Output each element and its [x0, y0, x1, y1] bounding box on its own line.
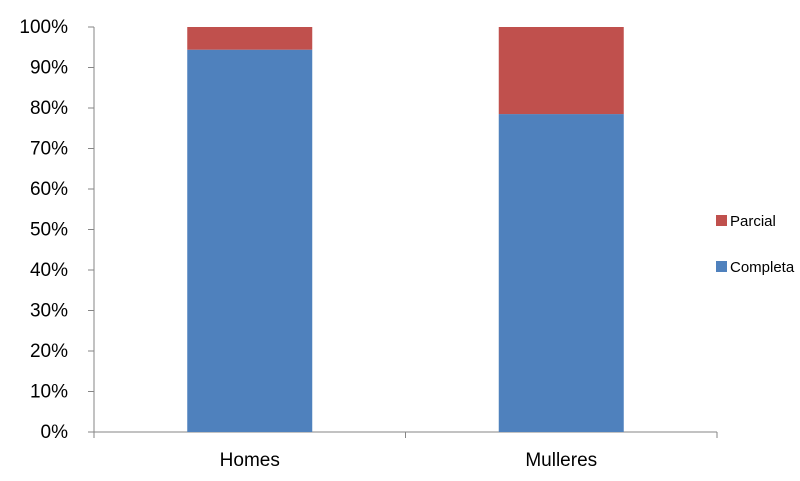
bar-completa-homes [187, 49, 313, 433]
legend-swatch-completa [716, 261, 727, 272]
legend-label-parcial: Parcial [730, 213, 776, 230]
y-tick-label: 50% [30, 220, 68, 241]
y-tick-label: 20% [30, 341, 68, 362]
y-tick-label: 40% [30, 260, 68, 281]
bar-parcial-mulleres [498, 27, 624, 115]
y-axis: 0% 10% 20% 30% 40% 50% 60% 70% 80% 90% 100% [19, 17, 95, 443]
y-tick-label: 90% [30, 58, 68, 79]
y-tick-label: 0% [41, 422, 69, 443]
legend-swatch-parcial [716, 215, 727, 226]
bar-completa-mulleres [498, 114, 624, 432]
y-tick-label: 10% [30, 382, 68, 403]
y-tick-label: 70% [30, 139, 68, 160]
bars-group [187, 27, 624, 433]
legend: Parcial Completa [716, 213, 795, 276]
x-category-label: Mulleres [525, 450, 597, 471]
y-tick-label: 100% [19, 17, 68, 38]
y-tick-label: 80% [30, 98, 68, 119]
y-tick-label: 30% [30, 301, 68, 322]
x-category-label: Homes [220, 450, 280, 471]
x-axis: Homes Mulleres [93, 431, 718, 471]
y-tick-label: 60% [30, 179, 68, 200]
bar-parcial-homes [187, 27, 313, 50]
legend-label-completa: Completa [730, 259, 795, 276]
